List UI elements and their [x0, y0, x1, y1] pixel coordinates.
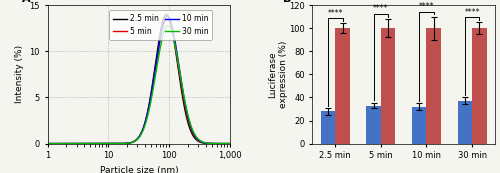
X-axis label: Particle size (nm): Particle size (nm) [100, 166, 178, 173]
Bar [472, 28, 486, 144]
5 min [44, 143, 51, 145]
30 min [66, 143, 71, 145]
Text: ****: **** [418, 2, 434, 11]
10 min [122, 142, 128, 144]
Bar [366, 106, 381, 144]
Bar [412, 107, 426, 144]
30 min [114, 143, 120, 145]
Bar [381, 28, 396, 144]
2.5 min [204, 142, 210, 144]
5 min [204, 142, 210, 144]
10 min [114, 143, 120, 145]
Y-axis label: Intensity (%): Intensity (%) [15, 45, 24, 103]
Line: 10 min: 10 min [48, 16, 230, 144]
2.5 min [66, 143, 71, 145]
10 min [227, 143, 233, 145]
30 min [165, 24, 171, 26]
10 min [164, 15, 170, 17]
10 min [44, 143, 51, 145]
5 min [122, 142, 128, 144]
10 min [76, 143, 82, 145]
30 min [224, 143, 230, 145]
Text: B: B [283, 0, 292, 4]
Bar [335, 28, 350, 144]
10 min [66, 143, 71, 145]
30 min [122, 142, 128, 144]
5 min [76, 143, 82, 145]
Y-axis label: Luciferase
expression (%): Luciferase expression (%) [268, 41, 287, 108]
30 min [44, 143, 51, 145]
Bar [426, 28, 441, 144]
Bar [458, 101, 472, 144]
5 min [114, 143, 120, 145]
5 min [164, 18, 170, 20]
Text: ****: **** [328, 8, 343, 17]
30 min [227, 143, 233, 145]
Line: 2.5 min: 2.5 min [48, 14, 230, 144]
5 min [227, 143, 233, 145]
30 min [76, 143, 82, 145]
10 min [224, 143, 230, 145]
2.5 min [44, 143, 51, 145]
2.5 min [224, 143, 230, 145]
Text: A: A [22, 0, 30, 4]
2.5 min [114, 143, 120, 145]
2.5 min [164, 13, 170, 15]
5 min [66, 143, 71, 145]
2.5 min [227, 143, 233, 145]
Legend: 2.5 min, 5 min, 10 min, 30 min: 2.5 min, 5 min, 10 min, 30 min [110, 10, 212, 40]
2.5 min [76, 143, 82, 145]
30 min [204, 142, 210, 144]
2.5 min [122, 142, 128, 144]
Line: 30 min: 30 min [48, 25, 230, 144]
5 min [224, 143, 230, 145]
10 min [204, 142, 210, 144]
Bar [320, 111, 335, 144]
Line: 5 min: 5 min [48, 19, 230, 144]
Text: ****: **** [373, 4, 388, 13]
Text: ****: **** [464, 8, 480, 17]
